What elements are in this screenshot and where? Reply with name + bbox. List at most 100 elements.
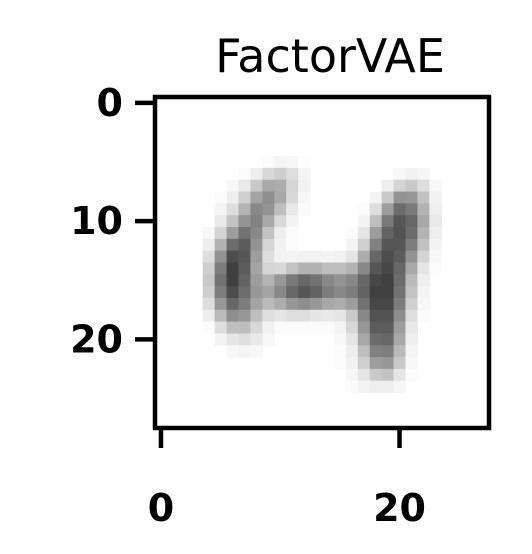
heatmap-cell xyxy=(310,309,323,323)
heatmap-cell xyxy=(333,357,347,370)
heatmap-cell xyxy=(417,262,430,275)
heatmap-cell xyxy=(274,286,287,299)
heatmap-cell xyxy=(238,250,252,264)
heatmap-cell xyxy=(226,262,240,275)
heatmap-cell xyxy=(333,345,347,358)
heatmap-cell xyxy=(250,345,263,358)
heatmap-cell xyxy=(393,167,407,181)
heatmap-cell xyxy=(298,309,311,323)
heatmap-cell xyxy=(250,250,263,264)
heatmap-cell xyxy=(250,309,263,323)
heatmap-cell xyxy=(417,274,430,287)
heatmap-cell xyxy=(298,321,311,335)
heatmap-cell xyxy=(250,227,263,240)
heatmap-cell xyxy=(417,179,430,193)
y-tick-label: 10 xyxy=(70,199,123,243)
heatmap-cell xyxy=(322,250,335,264)
heatmap-cell xyxy=(262,203,275,216)
heatmap-cell xyxy=(369,286,383,299)
heatmap-cell xyxy=(238,297,252,311)
heatmap-cell xyxy=(345,321,359,335)
x-tick-label: 20 xyxy=(373,486,426,530)
heatmap-cell xyxy=(393,309,407,323)
heatmap-cell xyxy=(333,274,347,287)
heatmap-cell xyxy=(393,262,407,275)
heatmap-cell xyxy=(405,309,419,323)
heatmap-cell xyxy=(405,368,419,382)
heatmap-cell xyxy=(381,357,395,370)
heatmap-cell xyxy=(286,297,299,311)
heatmap-cell xyxy=(298,274,311,287)
heatmap-cell xyxy=(333,262,347,275)
heatmap-cell xyxy=(250,262,263,275)
heatmap-cell xyxy=(405,179,419,193)
heatmap-cell xyxy=(393,345,407,358)
heatmap-cell xyxy=(417,215,430,228)
heatmap-cell xyxy=(322,309,335,323)
heatmap-cell xyxy=(298,191,311,204)
heatmap-cell xyxy=(262,227,275,240)
heatmap-cell xyxy=(238,179,252,193)
heatmap-cell xyxy=(262,333,275,346)
heatmap-cell xyxy=(226,191,240,204)
heatmap-cell xyxy=(417,297,430,311)
heatmap-cell xyxy=(405,203,419,216)
heatmap-cell xyxy=(286,321,299,335)
heatmap-cell xyxy=(405,333,419,346)
heatmap-cell xyxy=(393,297,407,311)
heatmap-cell xyxy=(250,321,263,335)
heatmap-cell xyxy=(262,250,275,264)
heatmap-cell xyxy=(298,297,311,311)
heatmap-cell xyxy=(393,357,407,370)
heatmap-cell xyxy=(345,274,359,287)
heatmap-cell xyxy=(417,286,430,299)
heatmap-cell xyxy=(381,227,395,240)
heatmap-cell xyxy=(274,321,287,335)
heatmap-cell xyxy=(381,345,395,358)
heatmap-cell xyxy=(250,333,263,346)
heatmap-cell xyxy=(274,203,287,216)
heatmap-cell xyxy=(357,345,371,358)
heatmap-cell xyxy=(274,227,287,240)
heatmap-cell xyxy=(274,167,287,181)
heatmap-cell xyxy=(405,167,419,181)
heatmap-cell xyxy=(238,227,252,240)
heatmap-cell xyxy=(274,215,287,228)
heatmap-cell xyxy=(214,203,228,216)
heatmap-cell xyxy=(429,203,442,216)
heatmap-cell xyxy=(405,274,419,287)
heatmap-cell xyxy=(262,321,275,335)
heatmap-cell xyxy=(286,238,299,252)
heatmap-cell xyxy=(286,215,299,228)
heatmap-cell xyxy=(226,215,240,228)
heatmap-cell xyxy=(262,215,275,228)
heatmap-cell xyxy=(274,250,287,264)
heatmap-cell xyxy=(345,368,359,382)
heatmap-cell xyxy=(202,321,216,335)
heatmap-cell xyxy=(274,191,287,204)
heatmap-cell xyxy=(357,250,371,264)
heatmap-cell xyxy=(286,286,299,299)
heatmap-cell xyxy=(250,238,263,252)
heatmap-cell xyxy=(310,321,323,335)
heatmap-cell xyxy=(298,156,311,169)
heatmap-cell xyxy=(369,357,383,370)
heatmap-cell xyxy=(381,215,395,228)
heatmap-cell xyxy=(214,286,228,299)
heatmap-cell xyxy=(357,357,371,370)
heatmap-cell xyxy=(322,321,335,335)
heatmap-cell xyxy=(262,286,275,299)
heatmap-cell xyxy=(393,321,407,335)
heatmap-cell xyxy=(381,179,395,193)
heatmap-cell xyxy=(226,333,240,346)
heatmap-cell xyxy=(286,227,299,240)
heatmap-cell xyxy=(345,286,359,299)
heatmap-cell xyxy=(214,191,228,204)
heatmap-cell xyxy=(357,215,371,228)
heatmap-cell xyxy=(393,227,407,240)
heatmap-cell xyxy=(226,286,240,299)
x-axis: 0 20 xyxy=(148,428,426,530)
heatmap-cell xyxy=(298,262,311,275)
heatmap-cell xyxy=(214,262,228,275)
